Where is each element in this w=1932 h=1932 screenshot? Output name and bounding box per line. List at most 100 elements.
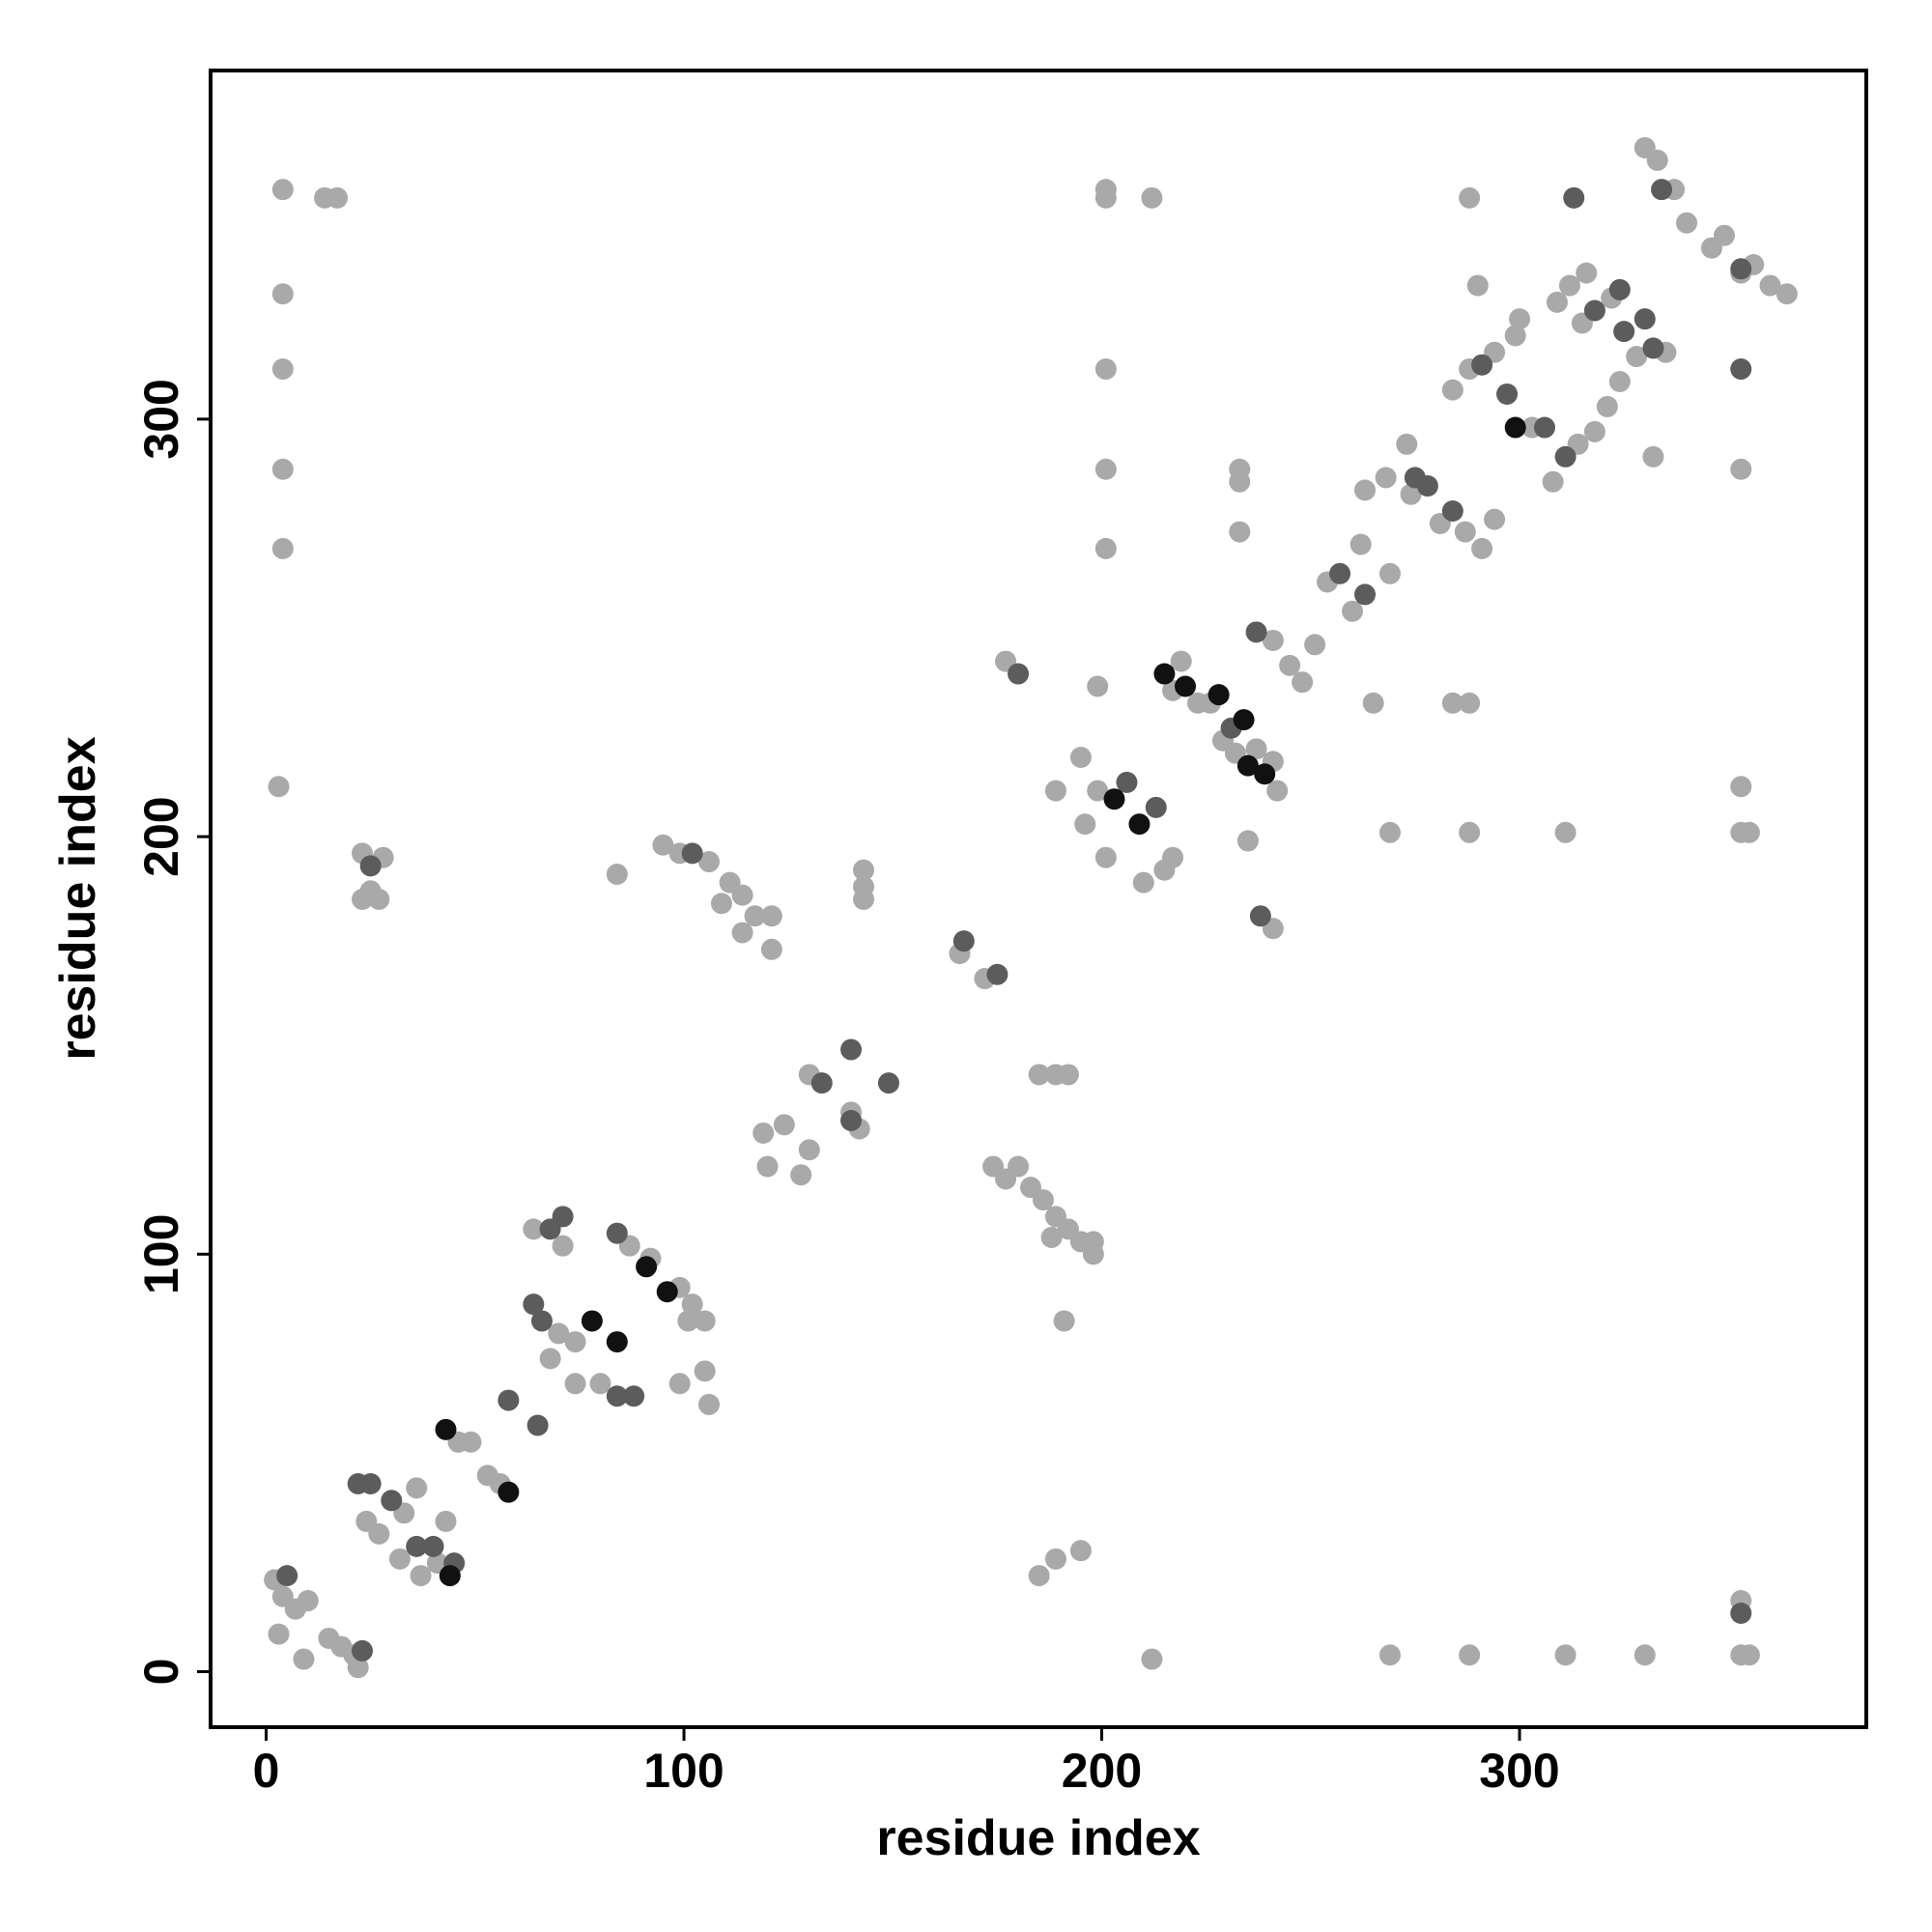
point <box>1132 871 1154 894</box>
point <box>1554 821 1577 843</box>
point <box>952 930 975 952</box>
point <box>271 537 294 559</box>
point <box>1069 746 1092 768</box>
point <box>1416 475 1438 497</box>
point <box>1596 395 1618 417</box>
point <box>368 1522 390 1545</box>
point <box>1057 1064 1079 1086</box>
point <box>1554 1644 1577 1666</box>
point <box>1730 776 1752 798</box>
point <box>530 1310 553 1332</box>
point <box>1504 325 1526 347</box>
point <box>1676 212 1698 234</box>
point <box>1546 291 1568 313</box>
y-axis-label: residue index <box>50 736 106 1060</box>
point <box>1375 467 1397 489</box>
point <box>1441 379 1463 401</box>
point <box>1471 354 1493 376</box>
point <box>1730 258 1752 280</box>
x-axis-label: residue index <box>876 1810 1200 1866</box>
point <box>1350 533 1372 555</box>
point <box>760 938 782 960</box>
point <box>852 888 874 910</box>
point <box>1730 358 1752 381</box>
point <box>271 458 294 480</box>
point <box>268 776 290 798</box>
point <box>1484 508 1506 530</box>
point <box>1208 684 1230 706</box>
point <box>1266 780 1289 802</box>
point <box>564 1373 586 1395</box>
point <box>697 851 720 873</box>
point <box>1233 709 1255 731</box>
x-tick-label: 200 <box>1062 1744 1142 1798</box>
point <box>526 1414 549 1436</box>
point <box>1634 1644 1656 1666</box>
point <box>406 1477 428 1499</box>
x-tick-label: 0 <box>253 1744 280 1798</box>
point <box>1626 346 1648 368</box>
point <box>710 893 732 915</box>
point <box>276 1565 298 1587</box>
point <box>1646 149 1668 171</box>
point <box>1053 1310 1075 1332</box>
point <box>1342 600 1364 622</box>
point <box>668 1373 691 1395</box>
point <box>1533 416 1555 439</box>
point <box>1608 370 1631 392</box>
point <box>677 1310 699 1332</box>
point <box>1554 445 1577 468</box>
point <box>1378 562 1401 584</box>
point <box>539 1348 561 1370</box>
point <box>268 1623 290 1645</box>
point <box>1245 621 1267 643</box>
point <box>439 1565 461 1587</box>
point <box>1730 458 1752 480</box>
point <box>1509 308 1531 330</box>
point <box>1759 274 1781 297</box>
point <box>1279 654 1301 676</box>
x-tick-label: 300 <box>1479 1744 1559 1798</box>
point <box>1459 186 1481 209</box>
point <box>1563 186 1585 209</box>
point <box>1069 1540 1092 1562</box>
point <box>1396 433 1418 455</box>
point <box>1236 754 1259 777</box>
point <box>1008 663 1030 685</box>
point <box>581 1310 603 1332</box>
point <box>1400 483 1422 505</box>
point <box>1504 416 1526 439</box>
point <box>697 1393 720 1415</box>
point <box>1496 383 1519 405</box>
y-tick-label: 100 <box>134 1214 188 1294</box>
point <box>1153 663 1176 685</box>
point <box>1542 470 1564 493</box>
point <box>606 1331 628 1353</box>
point <box>623 1385 645 1407</box>
y-tick-label: 200 <box>134 796 188 876</box>
point <box>1441 692 1463 714</box>
point <box>652 834 674 856</box>
point <box>731 922 753 944</box>
point <box>1441 499 1463 522</box>
point <box>381 1490 403 1512</box>
point <box>564 1331 586 1353</box>
point <box>1094 846 1117 868</box>
point <box>523 1218 545 1240</box>
point <box>347 1657 369 1679</box>
point <box>694 1310 716 1332</box>
point <box>810 1072 833 1094</box>
point <box>1329 562 1351 584</box>
point <box>1353 583 1376 606</box>
point <box>1094 537 1117 559</box>
point <box>753 1122 775 1144</box>
point <box>798 1139 820 1161</box>
point <box>523 1293 545 1316</box>
point <box>1459 692 1481 714</box>
point <box>1738 1644 1760 1666</box>
point <box>773 1114 795 1136</box>
point <box>681 842 703 865</box>
point <box>636 1256 658 1278</box>
